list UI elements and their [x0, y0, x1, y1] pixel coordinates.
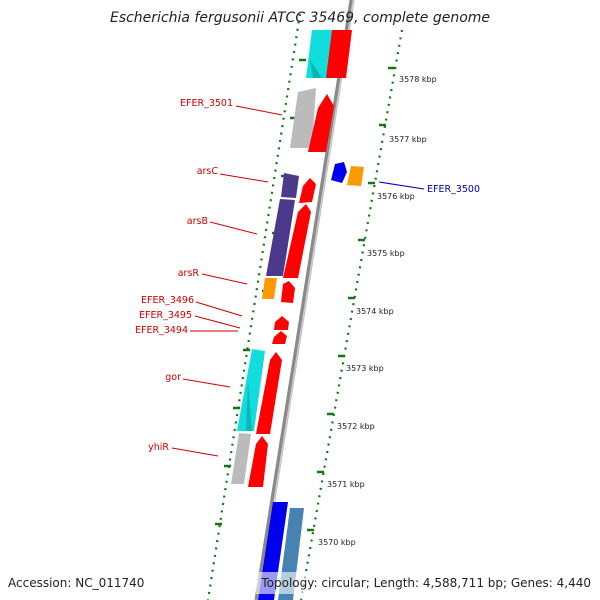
tick-label: 3572 kbp [337, 422, 375, 431]
tick-label: 3574 kbp [356, 307, 394, 316]
gene-arsb-partner[interactable] [283, 204, 311, 278]
gene-arsc-partner[interactable] [299, 178, 316, 203]
gene-labels: EFER_3501 arsC arsB arsR EFER_3496 EFER_… [135, 98, 480, 453]
gene-efer-3496[interactable] [274, 316, 289, 330]
gene-yhir-partner[interactable] [248, 436, 268, 487]
topology-text: Topology: circular; Length: 4,588,711 bp… [260, 576, 591, 590]
tick-label: 3576 kbp [377, 192, 415, 201]
gene-gor-shade [246, 380, 252, 431]
tick-label: 3573 kbp [346, 364, 384, 373]
gene-label[interactable]: arsR [178, 268, 200, 279]
gene-efer-3500[interactable] [347, 166, 364, 186]
gene-label[interactable]: gor [165, 372, 181, 383]
gene-efer-3501[interactable] [290, 88, 316, 148]
map-title: Escherichia fergusonii ATCC 35469, compl… [110, 10, 490, 26]
tick-label: 3571 kbp [327, 480, 365, 489]
gene-gor[interactable] [237, 349, 265, 431]
topology-backdrop [256, 572, 600, 594]
gene-efer-3495[interactable] [272, 331, 287, 344]
gene-top-red[interactable] [326, 30, 352, 78]
genome-backbone-highlight [257, 0, 355, 600]
tick-label: 3570 kbp [318, 538, 356, 547]
tick-label: 3577 kbp [389, 135, 427, 144]
gene-efer-3500-blue[interactable] [331, 162, 347, 183]
gene-label[interactable]: EFER_3501 [180, 98, 233, 109]
genome-backbone [254, 0, 355, 600]
gene-arsb[interactable] [266, 199, 295, 276]
gene-label[interactable]: EFER_3496 [141, 295, 194, 306]
gene-arsr[interactable] [262, 278, 277, 299]
gene-label-leaders [171, 105, 425, 457]
gene-label[interactable]: EFER_3500 [427, 184, 480, 195]
gene-gor-partner[interactable] [256, 352, 282, 434]
tick-label: 3575 kbp [367, 249, 405, 258]
gene-label[interactable]: yhiR [148, 442, 169, 453]
gene-arsc[interactable] [281, 173, 299, 198]
gene-arsr-partner[interactable] [281, 281, 295, 303]
tick-label: 3578 kbp [399, 75, 437, 84]
gene-label[interactable]: arsC [197, 166, 219, 177]
gene-label[interactable]: EFER_3495 [139, 310, 192, 321]
gene-label[interactable]: arsB [187, 216, 208, 227]
gene-efer-3501-partner[interactable] [308, 94, 334, 152]
left-guide-line [206, 13, 302, 600]
gene-label[interactable]: EFER_3494 [135, 325, 188, 336]
gene-yhir[interactable] [231, 433, 251, 484]
tick-labels: 3578 kbp 3577 kbp 3576 kbp 3575 kbp 3574… [318, 75, 437, 547]
accession-text: Accession: NC_011740 [8, 576, 144, 590]
gene-top-cyan-shade [310, 60, 322, 78]
